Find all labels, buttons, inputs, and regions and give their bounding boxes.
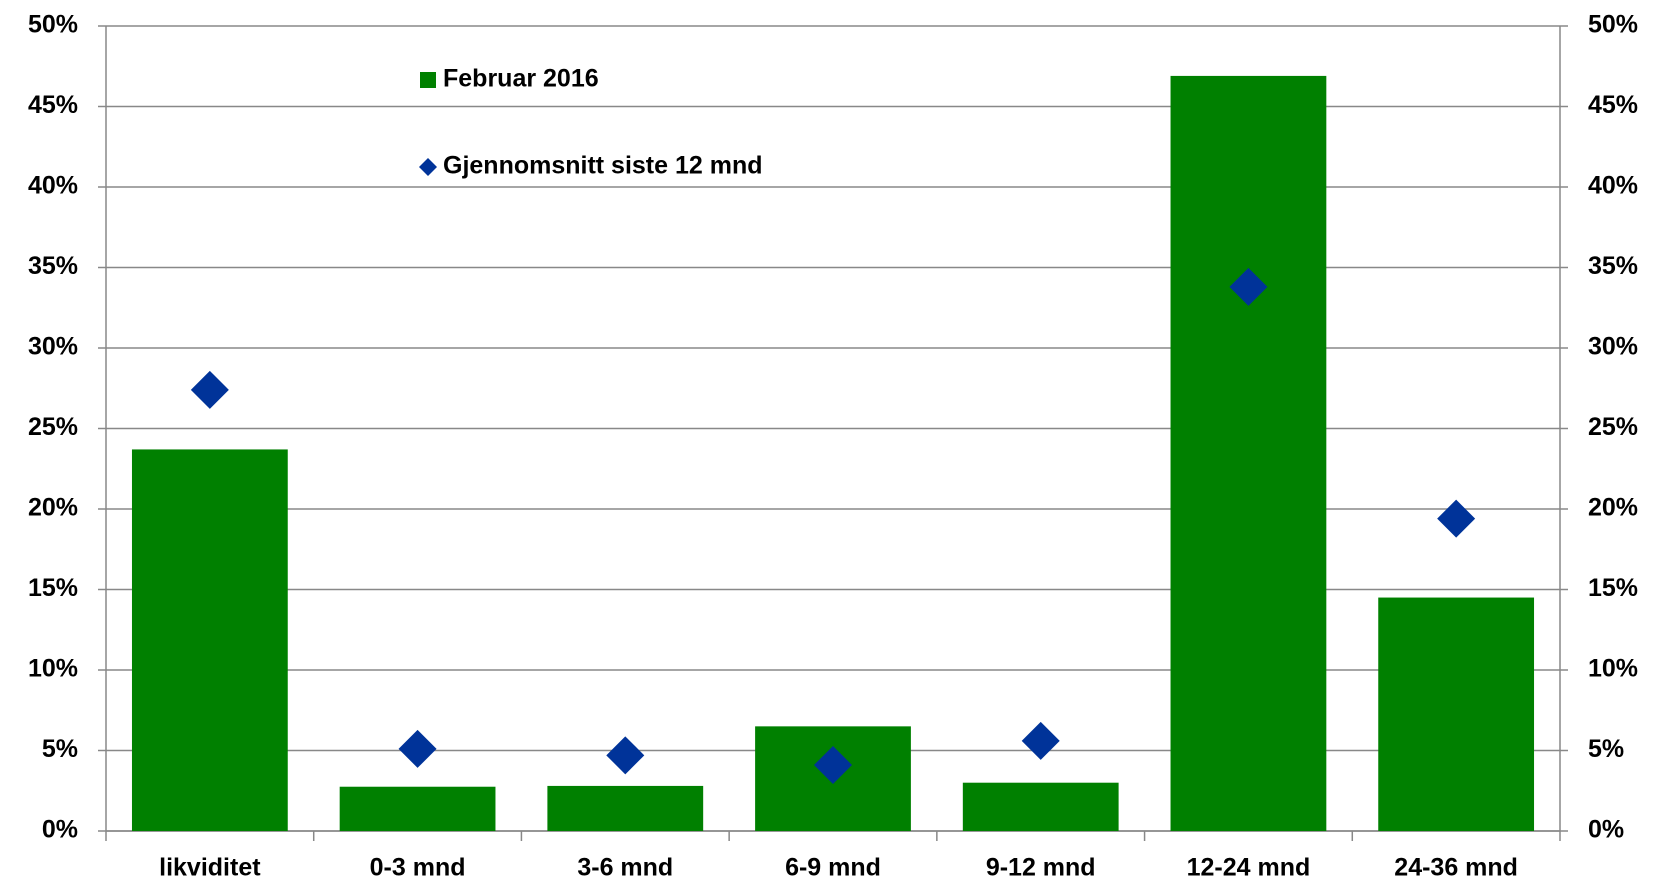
legend-label: Februar 2016 bbox=[443, 65, 599, 93]
bar bbox=[962, 782, 1119, 831]
diamond-marker bbox=[398, 729, 437, 768]
y-tick-label: 45% bbox=[28, 91, 78, 119]
y-tick-label: 25% bbox=[28, 413, 78, 441]
y-tick-label: 35% bbox=[28, 252, 78, 280]
y-tick-label: 40% bbox=[28, 172, 78, 200]
bar bbox=[339, 786, 496, 831]
y-tick-label: 10% bbox=[28, 655, 78, 683]
x-tick-label: likviditet bbox=[159, 854, 261, 882]
diamond-marker bbox=[1437, 499, 1476, 538]
y2-tick-label: 20% bbox=[1588, 494, 1638, 522]
diamond-marker bbox=[814, 745, 852, 784]
y2-tick-label: 15% bbox=[1588, 574, 1638, 602]
y-tick-label: 50% bbox=[28, 11, 78, 39]
x-tick-label: 0-3 mnd bbox=[370, 854, 466, 882]
y2-tick-label: 5% bbox=[1588, 735, 1624, 763]
y-tick-label: 30% bbox=[28, 333, 78, 361]
y2-tick-label: 50% bbox=[1588, 11, 1638, 39]
bar bbox=[1378, 597, 1535, 831]
y-tick-label: 5% bbox=[42, 735, 78, 763]
legend-swatch bbox=[419, 158, 437, 176]
legend-swatch bbox=[420, 72, 436, 88]
diamond-marker bbox=[1229, 267, 1268, 306]
y2-tick-label: 10% bbox=[1588, 655, 1638, 683]
x-tick-label: 9-12 mnd bbox=[986, 854, 1096, 882]
y2-tick-label: 40% bbox=[1588, 172, 1638, 200]
y-tick-label: 20% bbox=[28, 494, 78, 522]
legend-label: Gjennomsnitt siste 12 mnd bbox=[443, 152, 763, 180]
y-tick-label: 15% bbox=[28, 574, 78, 602]
bar bbox=[547, 785, 704, 831]
diamond-marker bbox=[1021, 721, 1060, 760]
y2-tick-label: 0% bbox=[1588, 816, 1624, 844]
diamond-marker bbox=[190, 370, 229, 409]
y2-tick-label: 25% bbox=[1588, 413, 1638, 441]
x-tick-label: 12-24 mnd bbox=[1187, 854, 1311, 882]
y2-tick-label: 35% bbox=[1588, 252, 1638, 280]
diamond-marker bbox=[606, 736, 645, 775]
x-tick-label: 6-9 mnd bbox=[785, 854, 881, 882]
y2-tick-label: 30% bbox=[1588, 333, 1638, 361]
y2-tick-label: 45% bbox=[1588, 91, 1638, 119]
x-tick-label: 24-36 mnd bbox=[1394, 854, 1518, 882]
bar bbox=[1170, 75, 1327, 831]
x-tick-label: 3-6 mnd bbox=[577, 854, 673, 882]
y-tick-label: 0% bbox=[42, 816, 78, 844]
bar bbox=[131, 449, 288, 831]
